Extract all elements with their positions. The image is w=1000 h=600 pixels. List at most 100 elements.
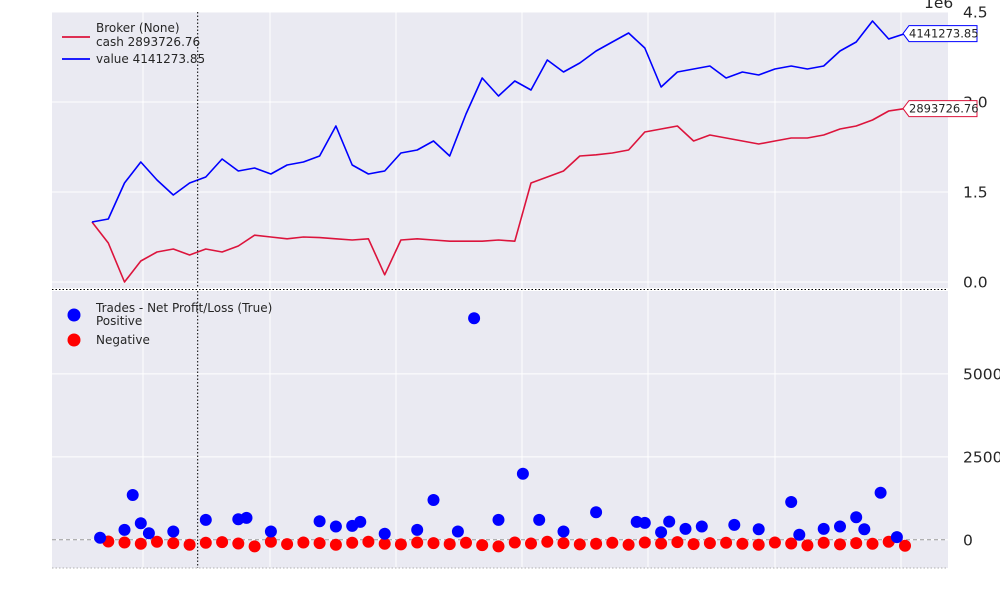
trade-point-positive [492, 513, 505, 526]
trade-point-negative [232, 537, 245, 550]
trades-legend-entry-positive: Positive [96, 314, 142, 328]
trade-point-negative [492, 540, 505, 553]
trade-point-negative [785, 537, 798, 550]
trade-point-positive [427, 494, 440, 506]
trade-point-negative [622, 538, 635, 551]
trade-point-negative [834, 538, 846, 551]
broker-legend-entry-cash: cash 2893726.76 [96, 35, 200, 49]
trade-point-positive [451, 525, 464, 538]
trade-point-positive [655, 526, 668, 539]
trade-point-negative [671, 536, 684, 549]
trades-panel-plot-area [52, 291, 948, 568]
broker-last-value-box [902, 100, 978, 118]
trade-point-negative [394, 538, 407, 551]
trade-point-negative [378, 537, 391, 550]
broker-last-value-label: 4141273.85 [909, 27, 979, 41]
broker-y-tick-label: 4.5 [963, 4, 988, 22]
trade-point-positive [557, 525, 570, 538]
trade-point-positive [850, 511, 863, 524]
trade-point-positive [329, 520, 342, 533]
broker-panel-last-value-labels: 4141273.85 2893726.76 [902, 25, 979, 118]
trade-point-negative [866, 537, 879, 550]
trade-point-negative [508, 536, 521, 549]
trade-point-positive [874, 486, 887, 499]
trade-point-negative [183, 538, 196, 551]
trade-point-negative [313, 537, 326, 550]
trade-point-positive [468, 312, 481, 325]
broker-series-line-cash [91, 107, 906, 283]
trade-point-negative [427, 537, 440, 550]
trade-point-positive [142, 527, 155, 540]
trade-point-positive [752, 523, 765, 536]
trades-legend-entry-negative: Negative [96, 333, 150, 347]
trade-point-negative [573, 538, 586, 551]
trade-point-negative [720, 536, 733, 549]
trade-point-negative [248, 540, 261, 553]
trade-point-positive [516, 467, 529, 480]
trade-point-positive [817, 522, 830, 535]
trade-point-positive [411, 523, 424, 536]
trade-point-negative [297, 536, 310, 549]
broker-last-value-box [902, 25, 978, 43]
trades-legend-title: Trades - Net Profit/Loss (True) [95, 301, 272, 315]
trade-point-positive [834, 520, 846, 533]
trade-point-negative [801, 539, 814, 552]
trade-point-positive [94, 531, 107, 544]
broker-panel-legend: Broker (None) cash 2893726.76 value 4141… [62, 21, 205, 66]
trade-point-positive [785, 496, 798, 508]
trade-point-positive [354, 515, 367, 528]
trade-point-negative [850, 537, 863, 550]
trades-legend-marker-positive [67, 308, 81, 322]
trade-point-negative [638, 536, 651, 549]
trades-panel-legend: Trades - Net Profit/Loss (True) Positive… [67, 301, 272, 347]
trade-point-negative [655, 537, 668, 550]
trades-panel: 0 2500 5000 Trades - Net Profit/Loss (True… [52, 291, 1000, 569]
trade-point-positive [126, 489, 139, 501]
trade-point-negative [476, 539, 489, 552]
broker-panel-y-multiplier: 1e6 [924, 0, 953, 12]
trade-point-negative [167, 537, 180, 550]
trade-point-negative [525, 537, 537, 550]
trades-y-tick-label: 0 [963, 531, 973, 549]
trade-point-positive [679, 522, 692, 535]
trade-point-negative [460, 536, 472, 549]
trades-y-tick-label: 5000 [963, 365, 1000, 383]
trade-point-negative [151, 535, 163, 548]
trade-point-positive [890, 531, 903, 544]
trade-point-positive [378, 527, 391, 540]
trade-point-negative [899, 539, 911, 552]
trade-point-negative [346, 536, 359, 549]
trade-point-positive [663, 515, 676, 528]
trade-point-positive [313, 515, 326, 528]
broker-panel-grid [52, 11, 948, 288]
trade-point-negative [362, 535, 375, 548]
trade-point-positive [728, 518, 741, 531]
trade-point-positive [793, 528, 806, 541]
broker-legend-title: Broker (None) [96, 21, 180, 35]
broker-y-tick-label: 1.5 [963, 184, 988, 202]
trade-point-negative [703, 537, 716, 550]
trade-point-positive [638, 516, 651, 529]
trade-point-positive [167, 525, 180, 538]
trade-point-negative [541, 535, 554, 548]
trade-point-negative [768, 536, 781, 549]
broker-y-tick-label: 0.0 [963, 274, 988, 292]
trade-point-positive [858, 523, 871, 536]
trade-point-negative [557, 537, 570, 550]
trade-point-positive [264, 525, 277, 538]
trade-point-positive [533, 513, 546, 526]
broker-panel-plot-area [52, 12, 948, 288]
trades-panel-series [94, 312, 911, 553]
trade-point-negative [118, 536, 131, 549]
broker-last-value-label: 2893726.76 [909, 102, 979, 116]
trade-point-negative [606, 536, 619, 549]
trade-point-positive [199, 513, 212, 526]
trade-point-positive [134, 517, 147, 530]
trade-point-negative [264, 535, 277, 548]
broker-legend-entry-value: value 4141273.85 [96, 52, 205, 66]
trade-point-negative [329, 538, 342, 551]
broker-panel-series [91, 20, 906, 283]
trade-point-negative [216, 536, 229, 549]
